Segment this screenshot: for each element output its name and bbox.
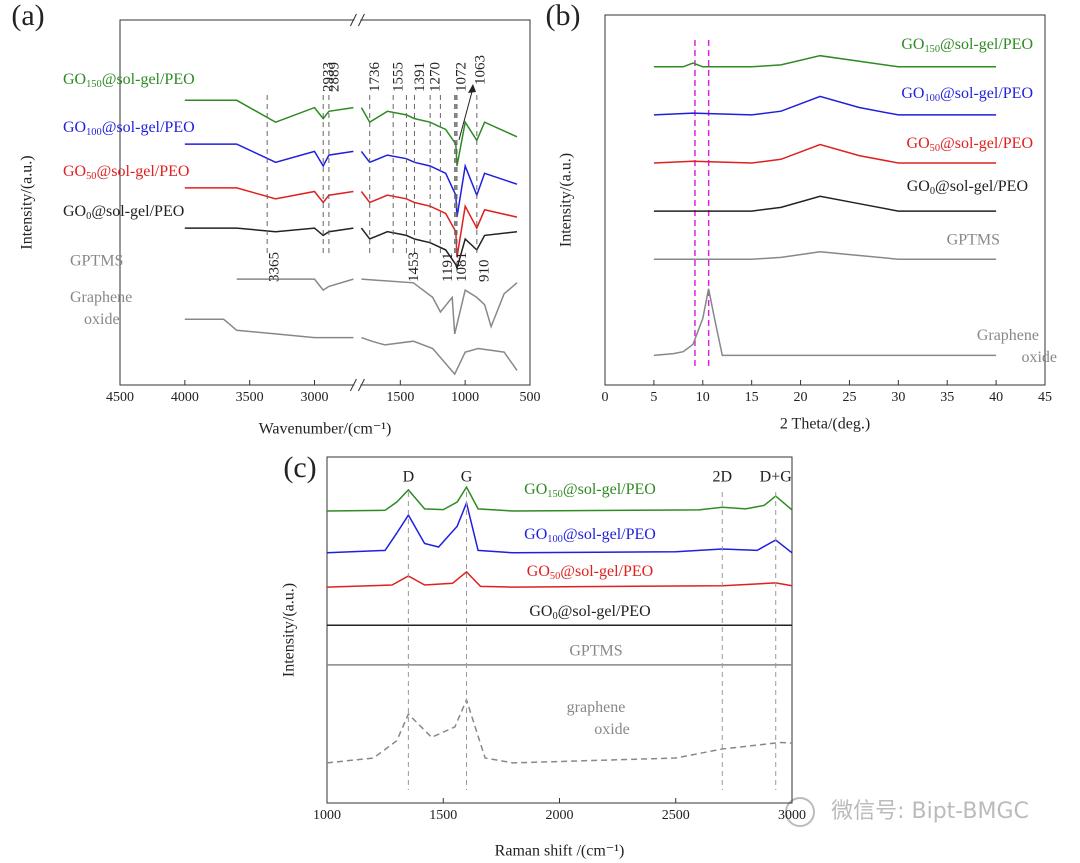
peak-label: 1453 bbox=[406, 252, 422, 282]
axis-break-mark bbox=[357, 13, 365, 27]
watermark-icon bbox=[785, 797, 815, 827]
series-label: Graphene oxide bbox=[70, 289, 136, 328]
plot-frame bbox=[604, 14, 1046, 386]
watermark: 微信号: Bipt-BMGC bbox=[831, 799, 1029, 824]
peak-label: 1072 bbox=[453, 62, 469, 92]
x-axis-label: Raman shift /(cm⁻¹) bbox=[495, 843, 625, 860]
series-label: GPTMS bbox=[70, 253, 123, 270]
x-tick-label: 4000 bbox=[171, 390, 199, 405]
peak-label: 1391 bbox=[412, 62, 428, 92]
arrow-head bbox=[467, 84, 476, 93]
axis-break-mark bbox=[349, 13, 357, 27]
series-label: GO0@sol-gel/PEO bbox=[63, 203, 184, 223]
series-label: GPTMS bbox=[947, 232, 1000, 249]
x-axis-label: 2 Theta/(deg.) bbox=[780, 416, 870, 433]
series-line bbox=[653, 288, 997, 357]
peak-label: 1270 bbox=[428, 62, 444, 92]
peak-label: G bbox=[461, 469, 473, 486]
x-tick-label: 30 bbox=[891, 390, 905, 405]
y-axis-label: Intensity/(a.u.) bbox=[281, 583, 298, 677]
series-line bbox=[184, 187, 518, 258]
panel-label: (a) bbox=[11, 0, 44, 32]
series-line bbox=[653, 195, 997, 212]
panel-label: (c) bbox=[283, 451, 316, 484]
series-label: GO50@sol-gel/PEO bbox=[527, 563, 653, 583]
y-axis-label: Intensity/(a.u.) bbox=[558, 153, 575, 247]
x-tick-label: 3500 bbox=[236, 390, 264, 405]
x-tick-label: 20 bbox=[794, 390, 808, 405]
peak-label: 2D bbox=[712, 469, 732, 486]
series-line bbox=[653, 95, 997, 116]
x-tick-label: 5 bbox=[650, 390, 657, 405]
x-tick-label: 15 bbox=[745, 390, 759, 405]
series-label: GO50@sol-gel/PEO bbox=[907, 135, 1033, 155]
x-tick-label: 1000 bbox=[451, 390, 479, 405]
panel-label: (b) bbox=[546, 0, 581, 32]
series-label: GO0@sol-gel/PEO bbox=[529, 603, 650, 623]
axis-break-mark bbox=[349, 378, 357, 392]
peak-label: D bbox=[403, 469, 415, 486]
series-label: Graphene oxide bbox=[977, 327, 1057, 366]
series-label: graphene oxide bbox=[567, 699, 630, 738]
peak-label: 1555 bbox=[391, 62, 407, 92]
series-label: GO100@sol-gel/PEO bbox=[524, 526, 656, 546]
x-axis-label: Wavenumber/(cm⁻¹) bbox=[259, 421, 392, 438]
series-line bbox=[653, 143, 997, 164]
axis-break-gap bbox=[354, 18, 361, 22]
arrow bbox=[458, 87, 474, 141]
series-label: GPTMS bbox=[569, 643, 622, 660]
series-line bbox=[326, 485, 793, 512]
x-tick-label: 3000 bbox=[778, 808, 806, 823]
x-tick-label: 500 bbox=[520, 390, 541, 405]
x-tick-label: 25 bbox=[842, 390, 856, 405]
axis-break-gap bbox=[354, 383, 361, 387]
peak-label: 2889 bbox=[326, 62, 342, 92]
peak-label: D+G bbox=[760, 469, 793, 486]
x-tick-label: 1500 bbox=[429, 808, 457, 823]
series-label: GO150@sol-gel/PEO bbox=[63, 71, 195, 91]
peak-label: 3365 bbox=[267, 252, 283, 282]
plot-frame bbox=[119, 19, 531, 386]
series-label: GO100@sol-gel/PEO bbox=[901, 85, 1033, 105]
series-label: GO0@sol-gel/PEO bbox=[907, 178, 1028, 198]
series-line bbox=[184, 143, 518, 218]
x-tick-label: 1500 bbox=[386, 390, 414, 405]
x-tick-label: 4500 bbox=[106, 390, 134, 405]
y-axis-label: Intensity/(a.u.) bbox=[19, 155, 36, 249]
peak-label: 1063 bbox=[472, 55, 488, 85]
x-tick-label: 0 bbox=[602, 390, 609, 405]
peak-label: 1736 bbox=[367, 62, 383, 93]
series-label: GO150@sol-gel/PEO bbox=[901, 36, 1033, 56]
x-tick-label: 2500 bbox=[662, 808, 690, 823]
series-label: GO100@sol-gel/PEO bbox=[63, 119, 195, 139]
series-line bbox=[326, 570, 793, 588]
series-label: GO150@sol-gel/PEO bbox=[524, 481, 656, 501]
peak-label: 910 bbox=[476, 260, 492, 283]
x-tick-label: 3000 bbox=[301, 390, 329, 405]
series-line bbox=[236, 278, 518, 335]
peak-label: 1191 bbox=[440, 253, 456, 282]
x-tick-label: 40 bbox=[989, 390, 1003, 405]
series-line bbox=[653, 54, 997, 68]
series-label: GO50@sol-gel/PEO bbox=[63, 163, 189, 183]
x-tick-label: 10 bbox=[696, 390, 710, 405]
x-tick-label: 1000 bbox=[313, 808, 341, 823]
series-line bbox=[184, 318, 518, 376]
peak-label: 2933 bbox=[321, 62, 337, 92]
axis-break-mark bbox=[357, 378, 365, 392]
series-line bbox=[653, 251, 997, 260]
x-tick-label: 2000 bbox=[546, 808, 574, 823]
x-tick-label: 35 bbox=[940, 390, 954, 405]
peak-label: 1081 bbox=[454, 252, 470, 282]
x-tick-label: 45 bbox=[1038, 390, 1052, 405]
